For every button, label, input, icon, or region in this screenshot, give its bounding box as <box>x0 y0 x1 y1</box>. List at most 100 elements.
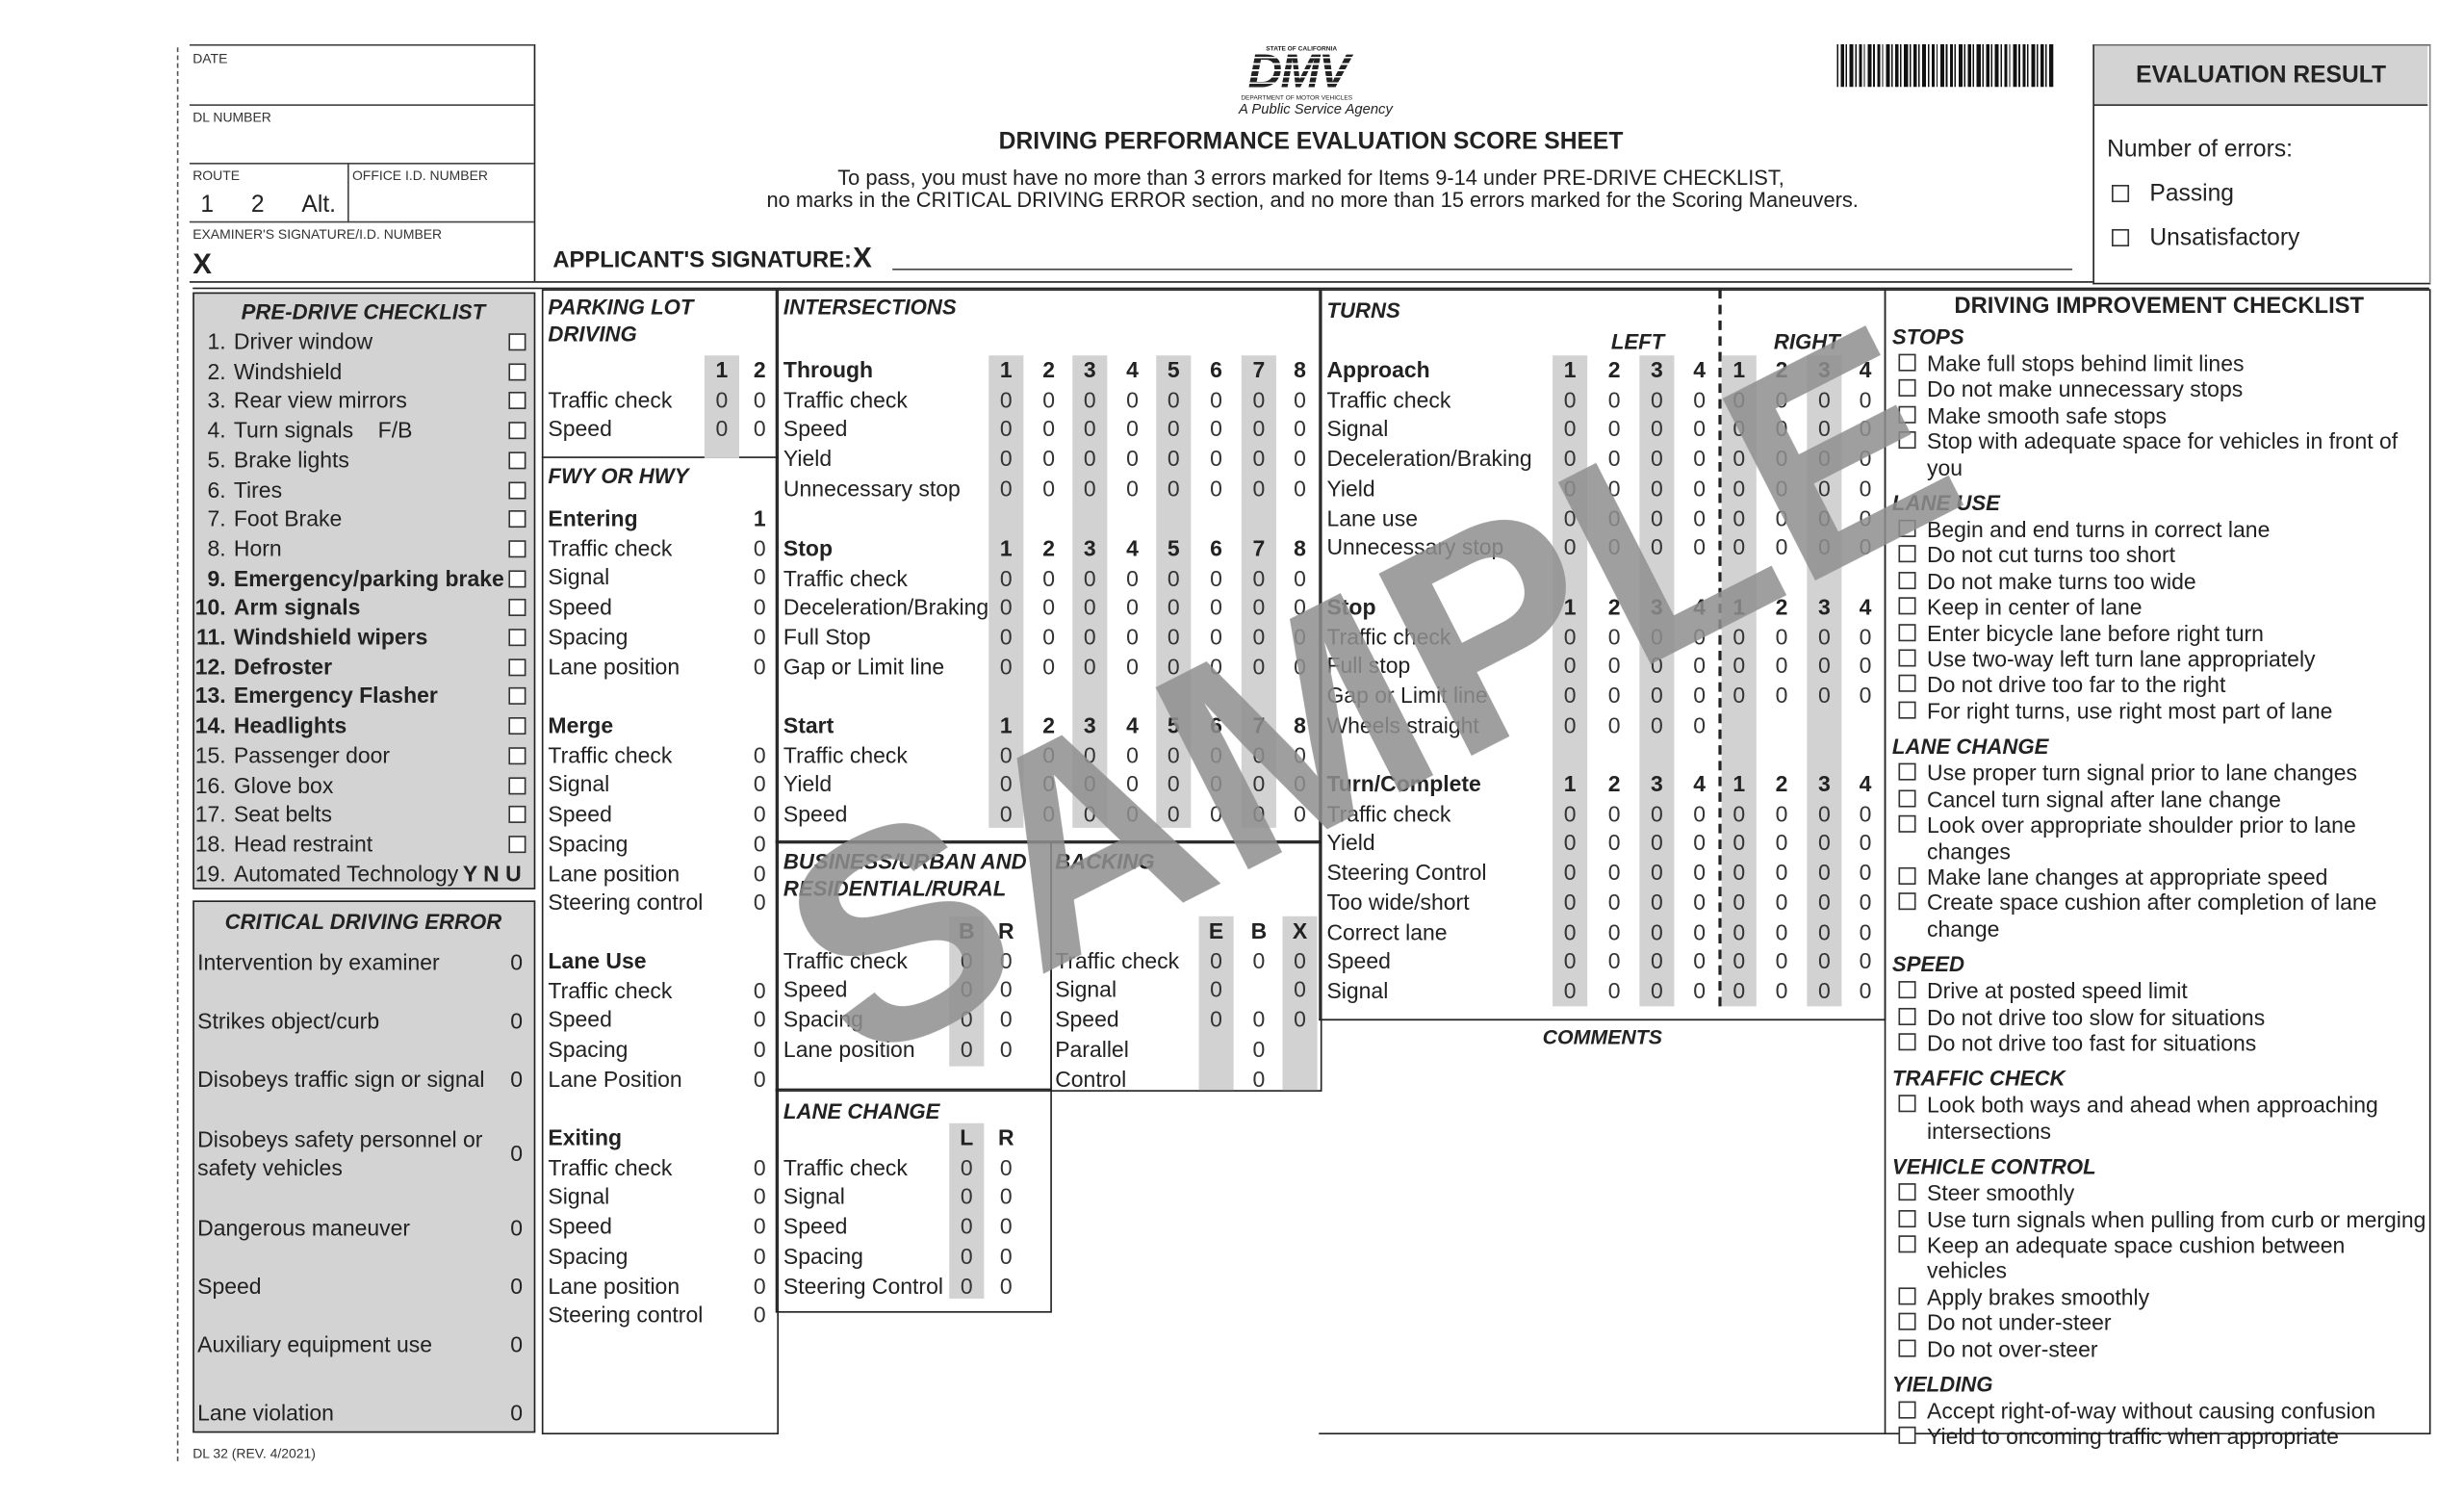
intersections-score-cell[interactable]: 0 <box>999 445 1013 472</box>
turns-score-cell[interactable]: 0 <box>1732 445 1746 472</box>
backing-score-cell[interactable]: 0 <box>1294 1006 1306 1032</box>
fwy-score-cell[interactable]: 0 <box>753 564 766 590</box>
business-score-cell[interactable]: 0 <box>999 1036 1013 1062</box>
turns-score-cell[interactable]: 0 <box>1817 445 1831 472</box>
turns-score-cell[interactable]: 0 <box>1775 977 1788 1003</box>
turns-score-cell[interactable]: 0 <box>1775 623 1788 649</box>
turns-score-cell[interactable]: 0 <box>1859 504 1872 530</box>
turns-score-cell[interactable]: 0 <box>1817 475 1831 501</box>
lane_change-score-cell[interactable]: 0 <box>999 1154 1013 1180</box>
improvement-item-checkbox[interactable] <box>1898 814 1916 833</box>
intersections-score-cell[interactable]: 0 <box>1167 624 1180 650</box>
turns-score-cell[interactable]: 0 <box>1817 830 1831 856</box>
intersections-score-cell[interactable]: 0 <box>999 386 1013 412</box>
turns-score-cell[interactable]: 0 <box>1775 800 1788 826</box>
business-score-cell[interactable]: 0 <box>999 947 1013 973</box>
intersections-score-cell[interactable]: 0 <box>1126 801 1139 827</box>
turns-score-cell[interactable]: 0 <box>1563 889 1577 915</box>
intersections-score-cell[interactable]: 0 <box>1083 771 1096 797</box>
improvement-item-checkbox[interactable] <box>1898 1338 1916 1356</box>
intersections-score-cell[interactable]: 0 <box>1294 594 1306 620</box>
critical-item-value[interactable]: 0 <box>510 1140 523 1167</box>
turns-score-cell[interactable]: 0 <box>1775 653 1788 679</box>
intersections-score-cell[interactable]: 0 <box>1167 416 1180 442</box>
turns-score-cell[interactable]: 0 <box>1859 889 1872 915</box>
fwy-score-cell[interactable]: 0 <box>753 830 766 857</box>
turns-score-cell[interactable]: 0 <box>1607 859 1621 886</box>
intersections-score-cell[interactable]: 0 <box>1210 801 1222 827</box>
critical-item-value[interactable]: 0 <box>510 1331 523 1357</box>
intersections-score-cell[interactable]: 0 <box>999 654 1013 680</box>
intersections-score-cell[interactable]: 0 <box>1210 654 1222 680</box>
turns-score-cell[interactable]: 0 <box>1563 504 1577 530</box>
turns-score-cell[interactable]: 0 <box>1563 711 1577 738</box>
improvement-item-checkbox[interactable] <box>1898 1007 1916 1025</box>
turns-score-cell[interactable]: 0 <box>1817 859 1831 886</box>
intersections-score-cell[interactable]: 0 <box>1294 445 1306 472</box>
turns-score-cell[interactable]: 0 <box>1563 416 1577 442</box>
business-score-cell[interactable]: 0 <box>999 1006 1013 1032</box>
intersections-score-cell[interactable]: 0 <box>1042 741 1056 768</box>
backing-score-cell[interactable]: 0 <box>1252 1006 1266 1032</box>
turns-score-cell[interactable]: 0 <box>1693 830 1707 856</box>
turns-score-cell[interactable]: 0 <box>1775 830 1788 856</box>
turns-score-cell[interactable]: 0 <box>1607 800 1621 826</box>
passing-checkbox[interactable] <box>2112 184 2130 203</box>
turns-score-cell[interactable]: 0 <box>1563 623 1577 649</box>
intersections-score-cell[interactable]: 0 <box>1042 771 1056 797</box>
predrive-item-checkbox[interactable] <box>508 451 526 470</box>
turns-score-cell[interactable]: 0 <box>1859 918 1872 944</box>
intersections-score-cell[interactable]: 0 <box>1126 475 1139 501</box>
intersections-score-cell[interactable]: 0 <box>1083 445 1096 472</box>
turns-score-cell[interactable]: 0 <box>1693 445 1707 472</box>
turns-score-cell[interactable]: 0 <box>1732 947 1746 974</box>
improvement-item-checkbox[interactable] <box>1898 1033 1916 1051</box>
improvement-item-checkbox[interactable] <box>1898 675 1916 693</box>
intersections-score-cell[interactable]: 0 <box>1126 416 1139 442</box>
predrive-item-checkbox[interactable] <box>508 333 526 351</box>
turns-score-cell[interactable]: 0 <box>1859 683 1872 709</box>
intersections-score-cell[interactable]: 0 <box>1126 564 1139 591</box>
intersections-score-cell[interactable]: 0 <box>999 475 1013 501</box>
turns-score-cell[interactable]: 0 <box>1817 623 1831 649</box>
fwy-score-cell[interactable]: 0 <box>753 1302 766 1328</box>
turns-score-cell[interactable]: 0 <box>1563 800 1577 826</box>
predrive-item-checkbox[interactable] <box>508 658 526 676</box>
unsatisfactory-checkbox[interactable] <box>2112 228 2130 246</box>
intersections-score-cell[interactable]: 0 <box>1042 416 1056 442</box>
improvement-item-checkbox[interactable] <box>1898 623 1916 641</box>
turns-score-cell[interactable]: 0 <box>1693 386 1707 412</box>
turns-score-cell[interactable]: 0 <box>1607 683 1621 709</box>
turns-score-cell[interactable]: 0 <box>1650 683 1663 709</box>
turns-score-cell[interactable]: 0 <box>1817 800 1831 826</box>
turns-score-cell[interactable]: 0 <box>1817 416 1831 442</box>
intersections-score-cell[interactable]: 0 <box>1210 624 1222 650</box>
predrive-item-checkbox[interactable] <box>508 629 526 647</box>
intersections-score-cell[interactable]: 0 <box>1294 386 1306 412</box>
intersections-score-cell[interactable]: 0 <box>1042 475 1056 501</box>
intersections-score-cell[interactable]: 0 <box>1252 771 1266 797</box>
fwy-score-cell[interactable]: 0 <box>753 1066 766 1092</box>
intersections-score-cell[interactable]: 0 <box>1210 771 1222 797</box>
intersections-score-cell[interactable]: 0 <box>1126 386 1139 412</box>
intersections-score-cell[interactable]: 0 <box>1294 771 1306 797</box>
turns-score-cell[interactable]: 0 <box>1817 533 1831 560</box>
backing-score-cell[interactable]: 0 <box>1252 1065 1266 1092</box>
intersections-score-cell[interactable]: 0 <box>999 624 1013 650</box>
turns-score-cell[interactable]: 0 <box>1732 800 1746 826</box>
intersections-score-cell[interactable]: 0 <box>1210 741 1222 768</box>
dl-number-field[interactable]: DL NUMBER <box>189 104 534 164</box>
intersections-score-cell[interactable]: 0 <box>1083 386 1096 412</box>
lane_change-score-cell[interactable]: 0 <box>960 1183 973 1210</box>
lane_change-score-cell[interactable]: 0 <box>960 1243 973 1269</box>
turns-score-cell[interactable]: 0 <box>1607 533 1621 560</box>
improvement-item-checkbox[interactable] <box>1898 379 1916 398</box>
turns-score-cell[interactable]: 0 <box>1693 683 1707 709</box>
predrive-item-checkbox[interactable] <box>508 422 526 440</box>
turns-score-cell[interactable]: 0 <box>1563 683 1577 709</box>
route-option-1[interactable]: 1 <box>200 191 215 219</box>
intersections-score-cell[interactable]: 0 <box>1167 741 1180 768</box>
critical-item-value[interactable]: 0 <box>510 1273 523 1299</box>
turns-score-cell[interactable]: 0 <box>1859 800 1872 826</box>
turns-score-cell[interactable]: 0 <box>1693 533 1707 560</box>
